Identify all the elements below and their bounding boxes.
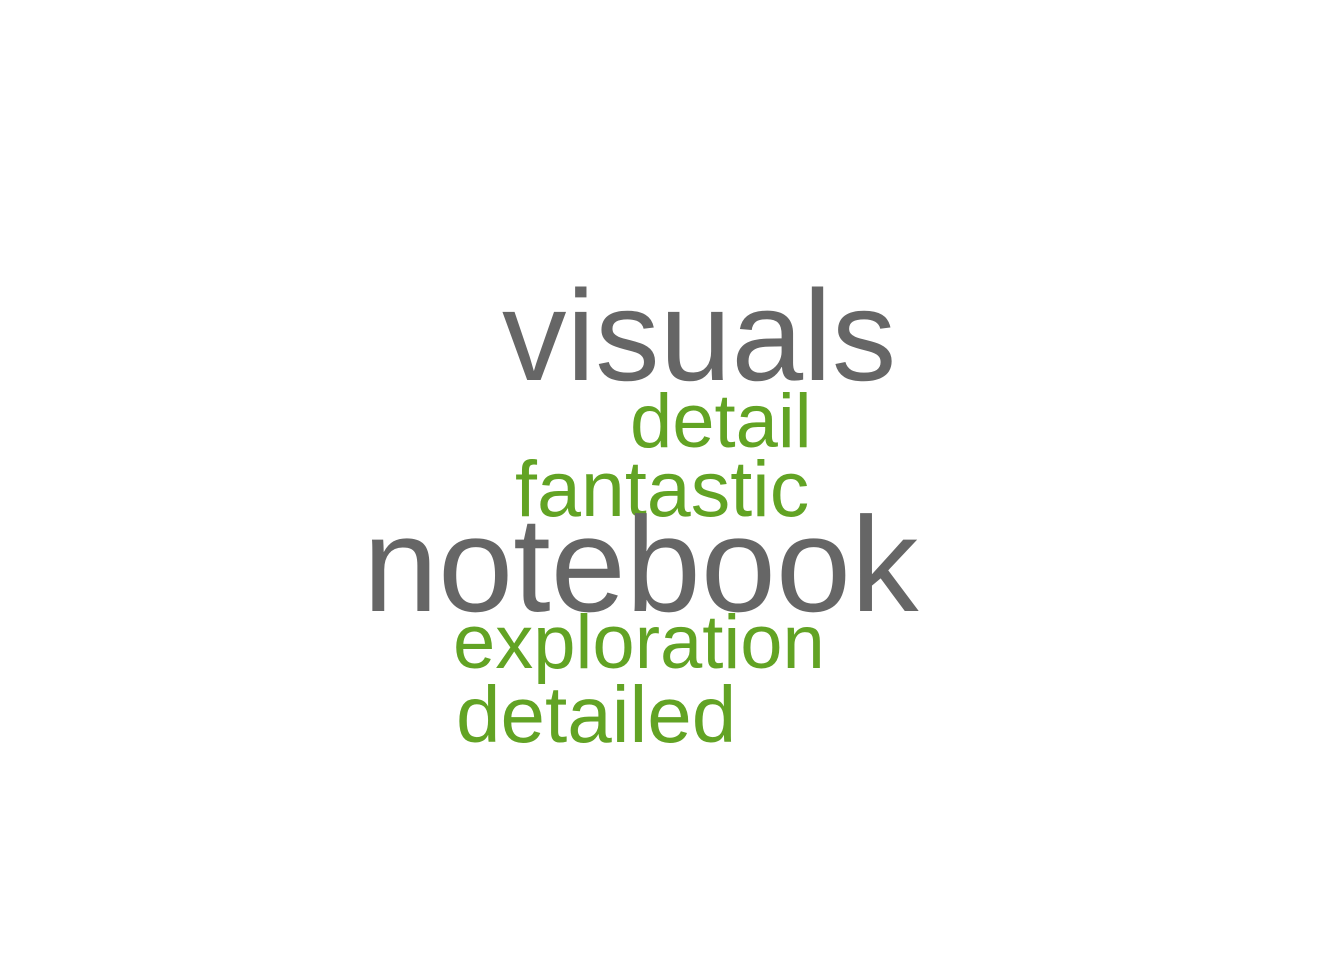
- word-notebook: notebook: [363, 489, 919, 640]
- word-detailed: detailed: [456, 670, 737, 759]
- word-visuals: visuals: [502, 264, 897, 408]
- word-exploration: exploration: [453, 600, 825, 685]
- word-fantastic: fantastic: [515, 444, 810, 533]
- word-detail: detail: [630, 379, 812, 464]
